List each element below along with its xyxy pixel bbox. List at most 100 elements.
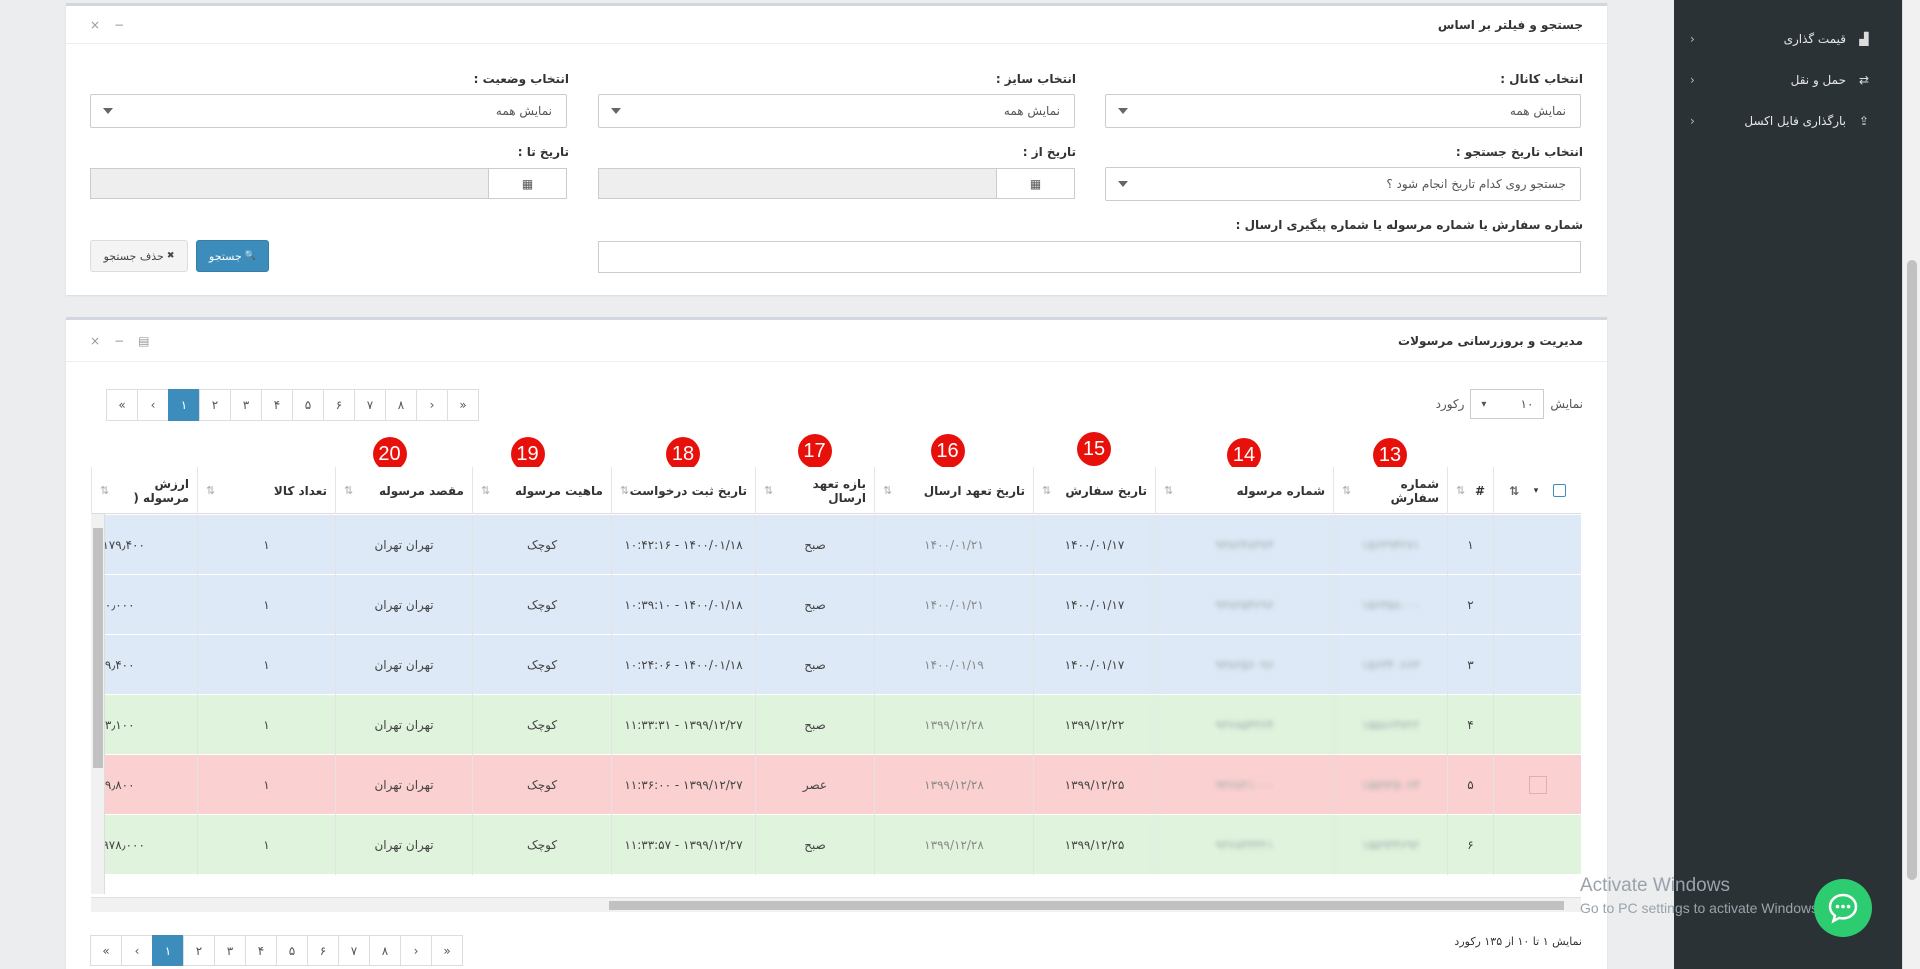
- date-from-input[interactable]: [598, 168, 997, 199]
- cell-sel[interactable]: [1493, 635, 1581, 695]
- row-checkbox[interactable]: [1528, 776, 1547, 794]
- table-row[interactable]: ۶ ۱۵۵۹۴۴۶۹۲ ۹۳۶۸۴۳۳۲۱ ۱۳۹۹/۱۲/۲۵ ۱۳۹۹/۱۲/۲۸ ص…: [91, 815, 1581, 875]
- page-scrollbar[interactable]: [1902, 0, 1920, 969]
- clear-icon: ✖: [166, 251, 175, 261]
- cell-dest: تهران تهران: [335, 755, 472, 815]
- column-header-order-date[interactable]: تاریخ سفارش ⇅: [1033, 467, 1155, 514]
- cell-dest: تهران تهران: [335, 515, 472, 575]
- date-type-select[interactable]: جستجو روی کدام تاریخ انجام شود ؟: [1105, 167, 1581, 201]
- pager-page[interactable]: ۷: [338, 935, 370, 966]
- cell-sel[interactable]: [1493, 815, 1581, 875]
- cell-request-date: ۱۳۹۹/۱۲/۲۷ - ۱۱:۳۶:۰۰: [611, 755, 755, 815]
- column-header-nature[interactable]: ماهیت مرسوله ⇅: [472, 467, 611, 514]
- size-select[interactable]: نمایش همه: [598, 94, 1075, 128]
- pager-nav[interactable]: ‹: [121, 935, 153, 966]
- pager-page[interactable]: ۱: [168, 389, 200, 421]
- table-row[interactable]: ۱ ۱۵۶۳۹۴۲۷۱ ۹۳۸۲۴۸۳۷۳ ۱۴۰۰/۰۱/۱۷ ۱۴۰۰/۰۱/۲۱ ص…: [91, 515, 1581, 575]
- select-all-checkbox[interactable]: [1552, 484, 1566, 497]
- chevron-down-icon: ▾: [1481, 398, 1487, 410]
- pager-bottom: «‹ ۱ ۲ ۳ ۴ ۵ ۶ ۷ ۸ ›»: [90, 935, 463, 966]
- cell-order-date: ۱۳۹۹/۱۲/۲۵: [1033, 755, 1155, 815]
- minimize-icon[interactable]: −: [114, 333, 125, 348]
- pager-page[interactable]: ۲: [183, 935, 215, 966]
- column-header-request-date[interactable]: تاریخ ثبت درخواست ⇅: [611, 467, 755, 514]
- watermark-title: Activate Windows: [1580, 875, 1730, 896]
- column-header-order[interactable]: شماره سفارش ⇅: [1333, 467, 1447, 514]
- table-row[interactable]: ۵ ۱۵۵۹۲۵۰۶۴ ۹۳۶۸۲۱۰۰۰ ۱۳۹۹/۱۲/۲۵ ۱۳۹۹/۱۲/۲۸ ع…: [91, 755, 1581, 815]
- cell-order-date: ۱۳۹۹/۱۲/۲۵: [1033, 815, 1155, 875]
- pager-nav[interactable]: ›: [400, 935, 432, 966]
- pager-nav[interactable]: «: [90, 935, 122, 966]
- pager-page[interactable]: ۴: [261, 389, 293, 421]
- chevron-left-icon: ‹: [1690, 31, 1695, 46]
- status-select[interactable]: نمایش همه: [90, 94, 567, 128]
- annotation-badge: 15: [1077, 432, 1111, 466]
- cell-sel[interactable]: [1493, 695, 1581, 755]
- sidebar-item-label: بارگذاری فایل اکسل: [1744, 113, 1846, 128]
- pager-page[interactable]: ۵: [292, 389, 324, 421]
- pager-nav[interactable]: »: [447, 389, 479, 421]
- column-header-qty[interactable]: تعداد کالا ⇅: [197, 467, 335, 514]
- cell-order-date: ۱۳۹۹/۱۲/۲۲: [1033, 695, 1155, 755]
- column-header-commit-date[interactable]: تاریخ تعهد ارسال ⇅: [874, 467, 1033, 514]
- pager-nav[interactable]: »: [431, 935, 463, 966]
- page-size-select[interactable]: ۱۰ ▾: [1470, 389, 1545, 419]
- pager-nav[interactable]: ›: [416, 389, 448, 421]
- pager-page[interactable]: ۷: [354, 389, 386, 421]
- pager-page[interactable]: ۲: [199, 389, 231, 421]
- pager-nav[interactable]: «: [106, 389, 138, 421]
- column-header-window[interactable]: بازه تعهد ارسال ⇅: [755, 467, 874, 514]
- cell-sel[interactable]: [1493, 575, 1581, 635]
- pager-page[interactable]: ۶: [323, 389, 355, 421]
- sidebar-item[interactable]: ⇪ بارگذاری فایل اکسل ‹: [1674, 100, 1902, 141]
- date-to-input[interactable]: [90, 168, 489, 199]
- column-header-parcel[interactable]: شماره مرسوله ⇅: [1155, 467, 1333, 514]
- cell-parcel: ۹۳۸۲۵۶۰۹۶: [1155, 635, 1333, 695]
- cell-num: ۶: [1447, 815, 1493, 875]
- page-scrollbar-thumb[interactable]: [1907, 260, 1917, 880]
- column-header-num[interactable]: # ⇅: [1447, 467, 1493, 514]
- table-horizontal-scrollbar[interactable]: [91, 897, 1581, 912]
- channel-select[interactable]: نمایش همه: [1105, 94, 1581, 128]
- cell-sel[interactable]: [1493, 515, 1581, 575]
- pager-page[interactable]: ۵: [276, 935, 308, 966]
- chat-button[interactable]: [1814, 879, 1872, 937]
- close-icon[interactable]: ×: [90, 333, 101, 348]
- table-row[interactable]: ۳ ۱۵۶۳۴۰۶۶۳ ۹۳۸۲۵۶۰۹۶ ۱۴۰۰/۰۱/۱۷ ۱۴۰۰/۰۱/۱۹ ص…: [91, 635, 1581, 695]
- cell-order: ۱۵۶۳۴۰۶۶۳: [1333, 635, 1447, 695]
- close-icon[interactable]: ×: [90, 17, 101, 32]
- table-row[interactable]: ۲ ۱۵۶۳۵۸۰۰۰ ۹۳۸۲۵۴۶۹۶ ۱۴۰۰/۰۱/۱۷ ۱۴۰۰/۰۱/۲۱ ص…: [91, 575, 1581, 635]
- cell-order: ۱۵۶۳۹۴۲۷۱: [1333, 515, 1447, 575]
- table-row[interactable]: ۴ ۱۵۵۸۶۳۷۲۲ ۹۳۶۸۵۴۳۶۴ ۱۳۹۹/۱۲/۲۲ ۱۳۹۹/۱۲/۲۸ ص…: [91, 695, 1581, 755]
- table-view-icon[interactable]: ▤: [138, 333, 150, 348]
- pager-page[interactable]: ۳: [230, 389, 262, 421]
- size-value: نمایش همه: [1003, 104, 1060, 118]
- pager-page[interactable]: ۸: [369, 935, 401, 966]
- sidebar-item[interactable]: ⇄ حمل و نقل ‹: [1674, 59, 1902, 100]
- date-to-calendar[interactable]: ▦: [488, 168, 567, 199]
- sidebar-item[interactable]: ▟ قیمت گذاری ‹: [1674, 18, 1902, 59]
- pager-page[interactable]: ۱: [152, 935, 184, 966]
- pager-nav[interactable]: ‹: [137, 389, 169, 421]
- column-header-value[interactable]: ارزش مرسوله (⇅: [91, 467, 197, 514]
- column-header-dest[interactable]: مقصد مرسوله ⇅: [335, 467, 472, 514]
- clear-search-button[interactable]: ✖ حذف جستجو: [90, 240, 188, 272]
- pager-page[interactable]: ۴: [245, 935, 277, 966]
- date-from-calendar[interactable]: ▦: [996, 168, 1075, 199]
- table-vertical-scrollbar[interactable]: [91, 514, 105, 894]
- column-label: تاریخ سفارش: [1065, 483, 1147, 498]
- cell-sel[interactable]: [1493, 755, 1581, 815]
- cell-window: صبح: [755, 575, 874, 635]
- search-button[interactable]: 🔍 جستجو: [196, 240, 269, 272]
- column-header-sel[interactable]: ▾ ⇅: [1493, 467, 1581, 514]
- pager-page[interactable]: ۶: [307, 935, 339, 966]
- pager-page[interactable]: ۸: [385, 389, 417, 421]
- tracking-search-input[interactable]: [598, 241, 1581, 273]
- cell-window: صبح: [755, 515, 874, 575]
- pager-page[interactable]: ۳: [214, 935, 246, 966]
- search-box-label: شماره سفارش یا شماره مرسوله یا شماره پیگ…: [1235, 218, 1583, 232]
- cell-request-date: ۱۳۹۹/۱۲/۲۷ - ۱۱:۳۳:۳۱: [611, 695, 755, 755]
- minimize-icon[interactable]: −: [114, 17, 125, 32]
- cell-order: ۱۵۵۹۴۴۶۹۲: [1333, 815, 1447, 875]
- column-label: بازه تعهد ارسال: [812, 476, 866, 505]
